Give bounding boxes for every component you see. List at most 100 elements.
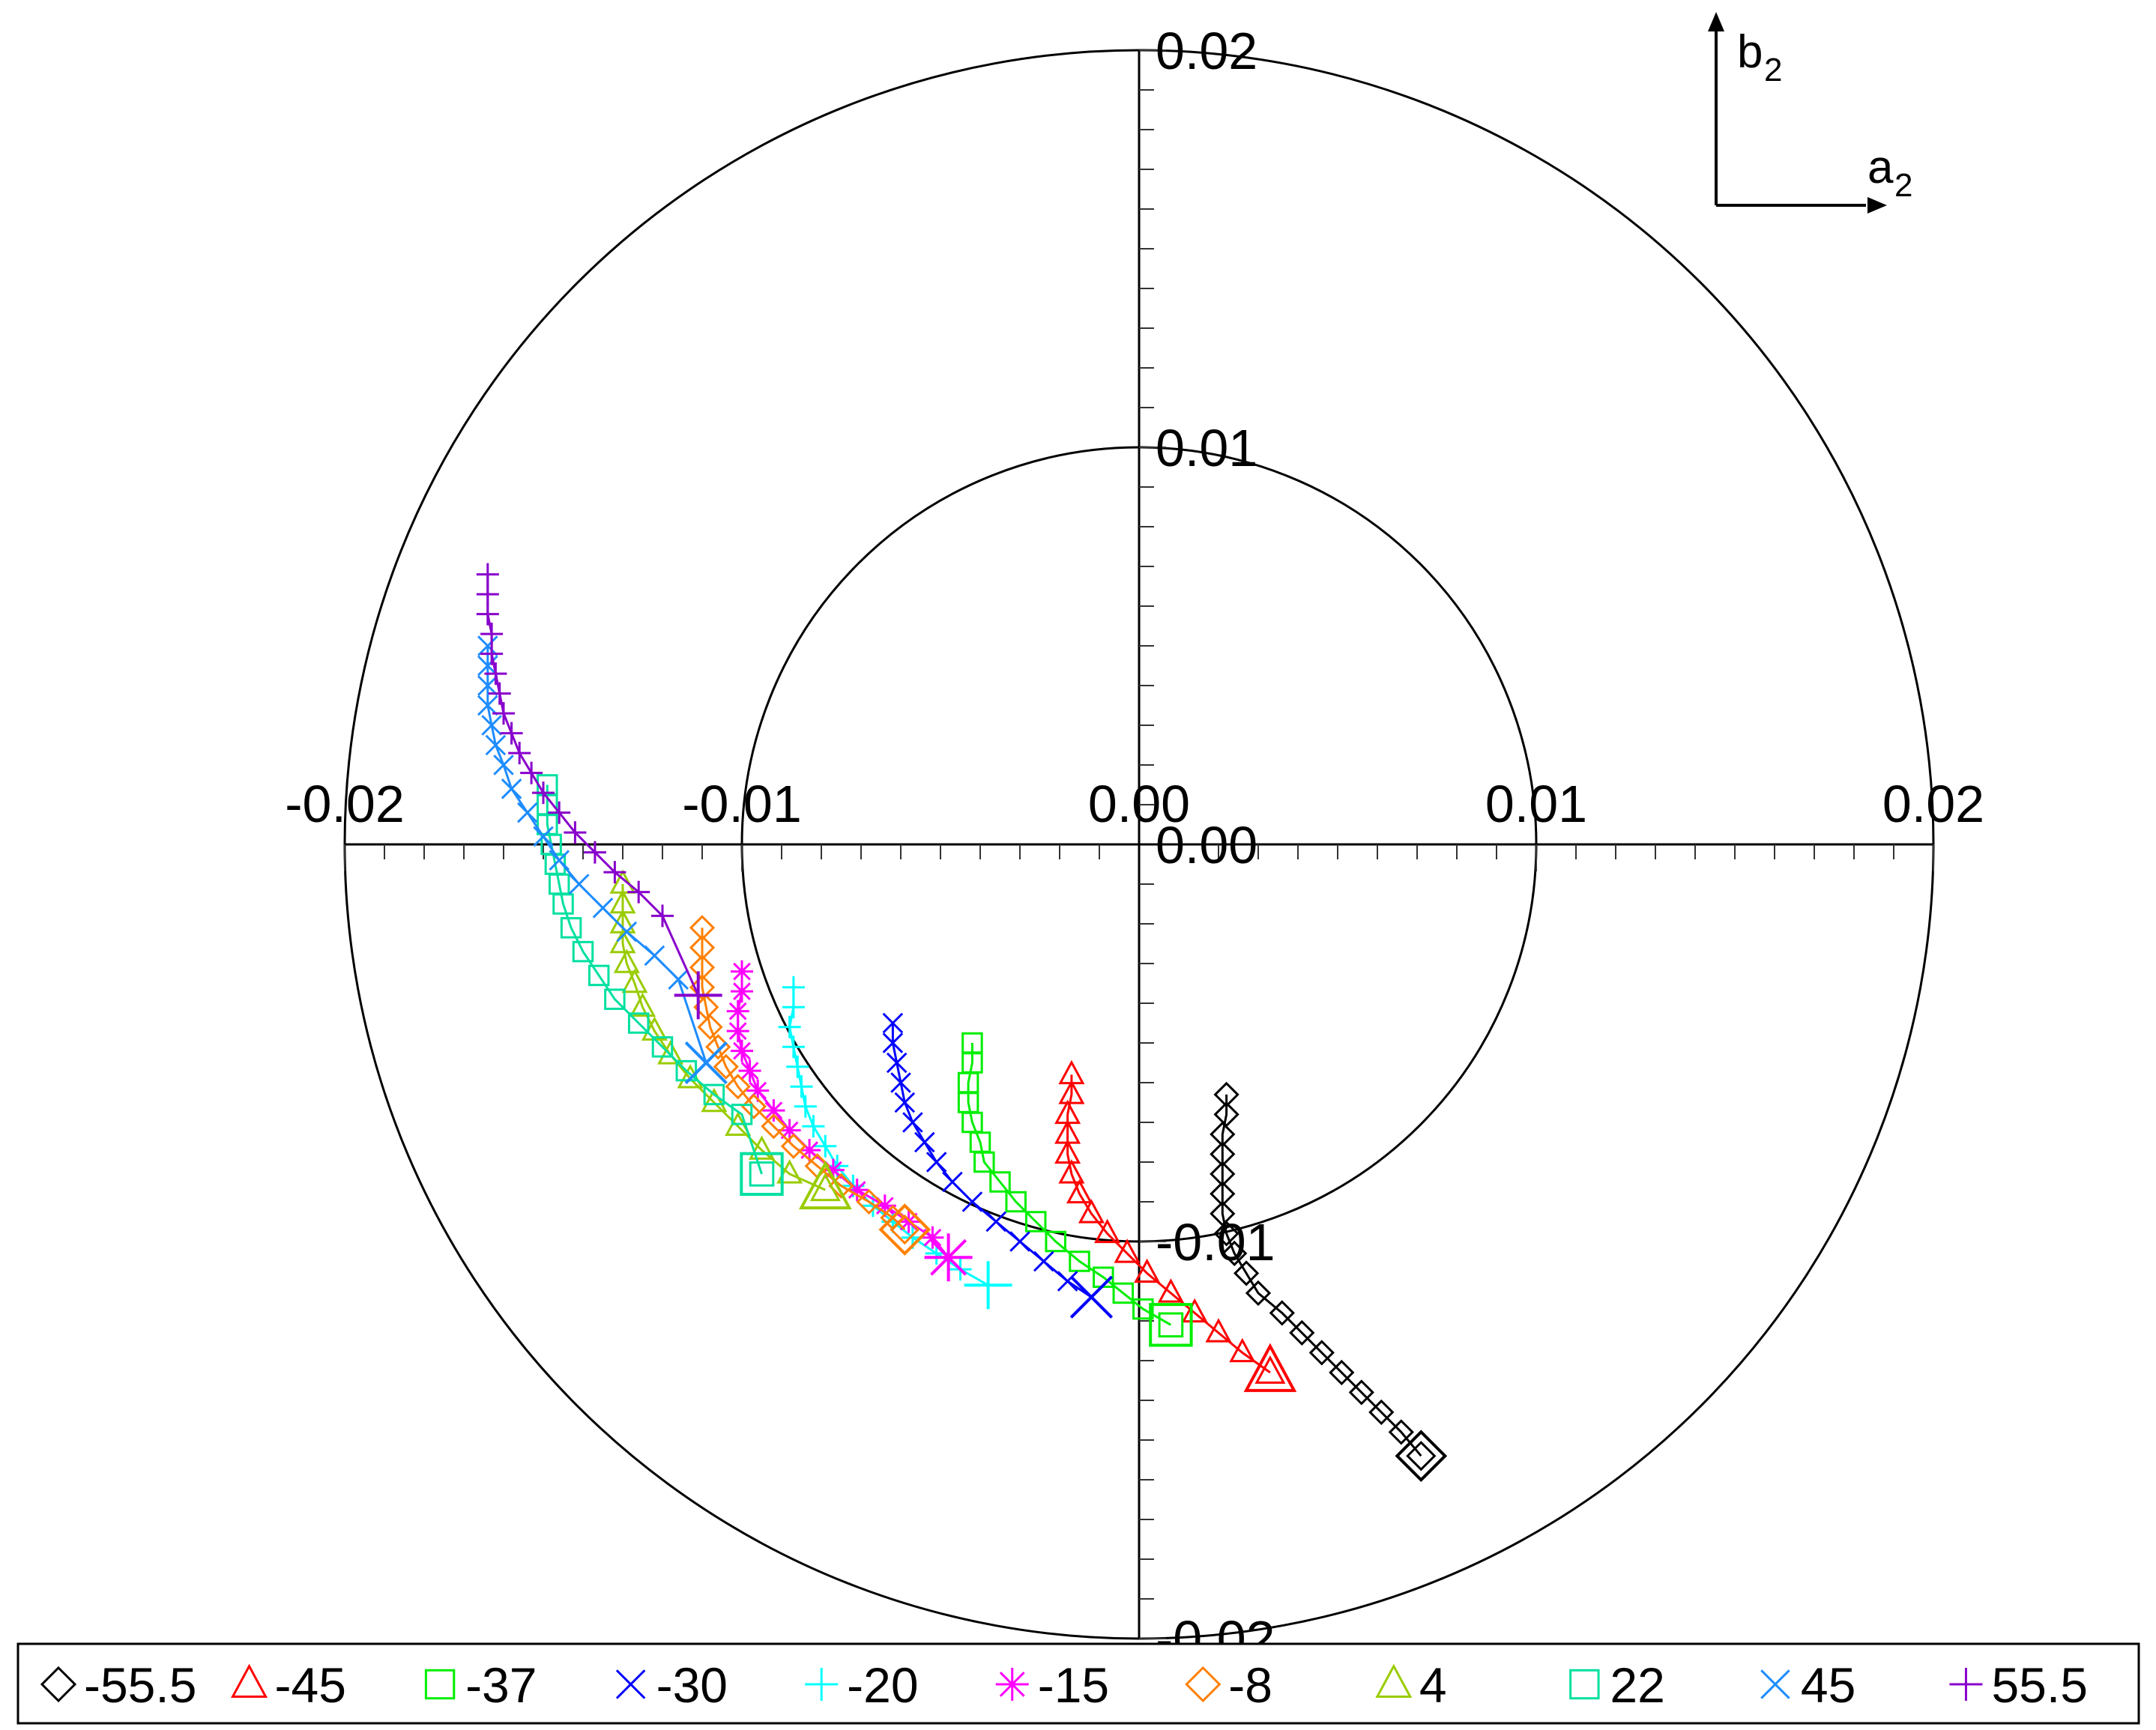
data-point (731, 1104, 753, 1125)
data-point (914, 1131, 935, 1153)
legend-label: -20 (847, 1657, 918, 1713)
data-point (1054, 1139, 1081, 1164)
data-point (485, 734, 507, 756)
data-point (1243, 1343, 1297, 1392)
legend-marker (805, 1668, 839, 1701)
legend-marker (231, 1663, 268, 1698)
data-point (856, 1188, 882, 1215)
data-point (572, 940, 594, 963)
legend-label: 22 (1610, 1657, 1664, 1713)
series-45 (477, 635, 728, 1085)
data-point (1205, 1318, 1232, 1343)
series-4 (609, 869, 852, 1210)
legend-label: 55.5 (1991, 1657, 2087, 1713)
series--20 (778, 976, 1012, 1310)
series-line (1221, 1094, 1422, 1457)
data-point (798, 1160, 852, 1210)
legend-label: 45 (1801, 1657, 1855, 1713)
series-line (546, 784, 763, 1175)
data-point (657, 1040, 684, 1065)
data-point (746, 1079, 770, 1102)
legend-item-55.5: 55.5 (1949, 1657, 2088, 1713)
data-point (520, 761, 543, 784)
data-point (1229, 1337, 1256, 1363)
data-point (961, 1191, 983, 1212)
data-point-inner (809, 1173, 841, 1202)
legend-item--55.5: -55.5 (40, 1657, 196, 1713)
data-point (493, 754, 514, 775)
series-line (486, 574, 700, 996)
data-point (552, 893, 574, 915)
data-point (689, 955, 716, 981)
data-point (902, 1112, 923, 1133)
data-point (616, 921, 638, 943)
data-point (1149, 1303, 1193, 1347)
series-line (1066, 1074, 1271, 1374)
data-point (516, 802, 538, 823)
data-point (675, 1059, 698, 1082)
data-point (1078, 1199, 1105, 1224)
data-point (1213, 1081, 1239, 1108)
y-tick-label: 0.00 (1156, 816, 1257, 874)
data-point (651, 1036, 674, 1058)
data-point (780, 1133, 807, 1159)
data-point (794, 1095, 817, 1118)
data-point (477, 655, 498, 677)
data-point (989, 1171, 1011, 1193)
data-point (740, 1093, 767, 1119)
data-point (1094, 1218, 1121, 1244)
minor-ticks (344, 49, 1934, 1639)
series--8 (689, 915, 931, 1256)
data-point (748, 1135, 776, 1160)
data-point (1132, 1298, 1154, 1320)
legend-item-22: 22 (1569, 1657, 1665, 1713)
data-point (726, 1020, 749, 1043)
data-point (985, 1211, 1007, 1233)
data-point (477, 675, 498, 696)
data-point (644, 945, 665, 967)
legend-label: 4 (1419, 1657, 1447, 1713)
data-point (583, 841, 606, 864)
data-point-inner (890, 1214, 920, 1245)
data-point (1289, 1319, 1315, 1346)
data-point (713, 1053, 739, 1080)
data-point (782, 996, 805, 1019)
data-point (481, 715, 502, 736)
data-point (1222, 1240, 1248, 1267)
legend-box (16, 1642, 2140, 1725)
y-tick-label: -0.01 (1156, 1213, 1275, 1271)
a-axis-label: a (1867, 142, 1894, 193)
data-point (1329, 1359, 1355, 1386)
series--15 (726, 960, 973, 1282)
data-point (1114, 1238, 1141, 1263)
legend-marker (40, 1666, 77, 1703)
data-point (1058, 1080, 1085, 1104)
data-point (603, 861, 626, 884)
data-point (480, 623, 504, 646)
data-point (798, 1139, 821, 1162)
data-point (890, 1072, 911, 1093)
legend-item--30: -30 (615, 1657, 728, 1713)
data-point (878, 1203, 931, 1256)
series-line (891, 1023, 1093, 1298)
data-point (1009, 1231, 1030, 1252)
legend-marker (995, 1668, 1029, 1701)
data-point (651, 904, 674, 928)
data-point (1024, 1211, 1047, 1233)
data-point (674, 971, 722, 1020)
data-point (726, 999, 749, 1023)
data-point (627, 880, 650, 904)
data-point (484, 662, 507, 686)
data-point-inner (1254, 1355, 1286, 1384)
data-point (740, 1152, 784, 1197)
series--55.5 (1210, 1081, 1448, 1483)
data-point (549, 850, 570, 871)
data-point (476, 602, 499, 626)
series-layer (476, 563, 1448, 1483)
data-point (1395, 1430, 1448, 1483)
x-tick-label: 0.01 (1485, 775, 1587, 833)
x-tick-label: 0.02 (1882, 775, 1984, 833)
data-point (1157, 1278, 1184, 1303)
data-point (925, 1152, 947, 1173)
data-point (1134, 1258, 1161, 1283)
